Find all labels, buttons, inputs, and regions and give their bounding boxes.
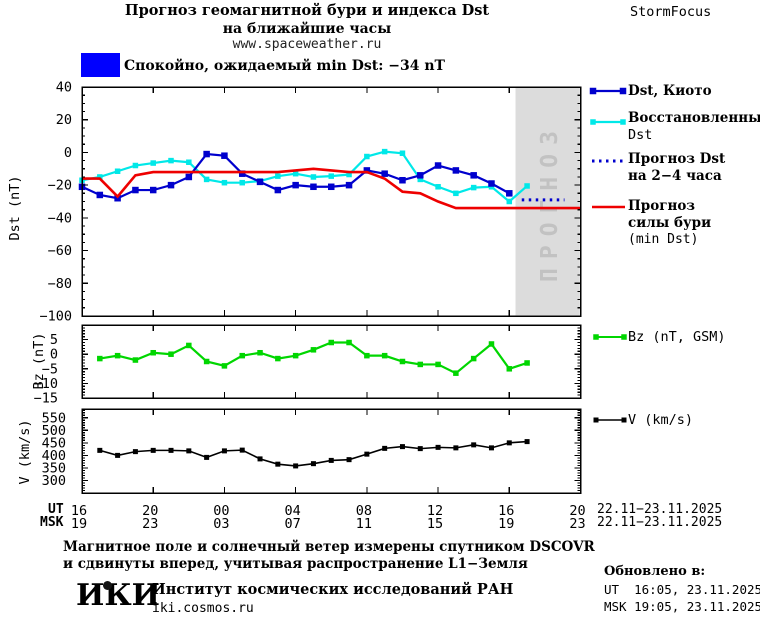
ut-tick-label: 08 xyxy=(355,503,372,519)
y-axis-title-bz: Bz (nT) xyxy=(31,333,47,390)
website-link: www.spaceweather.ru xyxy=(232,37,382,52)
date-range-ut: 22.11−23.11.2025 xyxy=(597,502,723,517)
iki-logo-ball-icon xyxy=(103,581,112,590)
y-tick-label: −100 xyxy=(39,309,72,325)
date-range-msk: 22.11−23.11.2025 xyxy=(597,515,723,530)
legend-bz-label: Bz (nT, GSM) xyxy=(628,329,726,345)
y-tick-label: 550 xyxy=(42,410,66,426)
y-tick-label: −40 xyxy=(48,210,72,226)
y-tick-label: 0 xyxy=(50,347,58,363)
footer-note-2: и сдвинуты вперед, учитывая распростране… xyxy=(63,556,528,572)
forecast-band xyxy=(515,87,580,316)
legend-v-label: V (km/s) xyxy=(628,412,694,428)
series-v xyxy=(97,439,530,469)
msk-tick-label: 23 xyxy=(569,516,586,532)
y-tick-label: −80 xyxy=(48,276,72,292)
status-label: Спокойно, ожидаемый min Dst: −34 nT xyxy=(124,58,445,74)
msk-tick-label: 07 xyxy=(284,516,301,532)
y-tick-label: 450 xyxy=(42,435,66,451)
x-ticks-bz xyxy=(81,325,582,398)
legend-restored-label-2: Dst xyxy=(628,127,653,143)
msk-tick-label: 11 xyxy=(355,516,372,532)
forecast-band-label: ПРОГНОЗ xyxy=(537,122,563,282)
series-storm_forecast xyxy=(82,167,581,210)
y-tick-label: −60 xyxy=(48,243,72,259)
legend-forecast-dst-label-2: на 2−4 часа xyxy=(628,168,722,184)
ut-tick-label: 12 xyxy=(426,503,444,519)
y-tick-label: 400 xyxy=(42,448,66,464)
page-title: Прогноз геомагнитной бури и индекса Dst xyxy=(124,2,490,19)
y-tick-label: −5 xyxy=(42,361,58,377)
msk-tick-label: 15 xyxy=(426,516,444,532)
ut-row-label: UT xyxy=(48,502,64,517)
msk-row-label: MSK xyxy=(40,515,64,530)
updated-title: Обновлено в: xyxy=(604,564,706,579)
footer-note-1: Магнитное поле и солнечный ветер измерен… xyxy=(63,539,595,555)
y-tick-label: 300 xyxy=(42,473,66,489)
page-subtitle: на ближайшие часы xyxy=(222,21,392,37)
brand-label: StormFocus xyxy=(630,4,712,20)
institute-name: Институт космических исследований РАН xyxy=(152,581,514,598)
y-tick-label: −20 xyxy=(48,178,72,194)
panel-bz: 50−5−10−15 xyxy=(34,324,582,407)
y-ticks-v xyxy=(82,409,581,494)
updated-ut: UT 16:05, 23.11.2025 xyxy=(604,582,760,597)
ut-tick-label: 20 xyxy=(569,503,586,519)
x-ticks-dst xyxy=(81,87,582,316)
msk-tick-label: 19 xyxy=(498,516,515,532)
y-tick-label: 5 xyxy=(50,332,58,348)
legend-kyoto-label: Dst, Киото xyxy=(628,83,712,99)
series-restored xyxy=(79,148,530,205)
ut-tick-label: 16 xyxy=(498,503,515,519)
msk-tick-label: 23 xyxy=(142,516,159,532)
y-tick-label: −15 xyxy=(34,391,58,407)
y-tick-label: 20 xyxy=(56,112,72,128)
panel-dst: 40 20 0 −20 −40 −60 −80 −100 xyxy=(39,80,582,325)
msk-tick-label: 19 xyxy=(70,516,88,532)
institute-site-link: iki.cosmos.ru xyxy=(152,601,254,616)
legend-forecast-dst-label-1: Прогноз Dst xyxy=(628,151,726,167)
y-tick-label: −10 xyxy=(34,376,58,392)
ut-tick-label: 16 xyxy=(70,503,88,519)
series-bz xyxy=(97,339,530,376)
legend-storm-label-3: (min Dst) xyxy=(628,232,699,247)
legend-storm-label-2: силы бури xyxy=(628,215,712,231)
legend-storm-label-1: Прогноз xyxy=(628,198,695,214)
ut-tick-label: 20 xyxy=(142,503,159,519)
y-axis-title-dst: Dst (nT) xyxy=(7,175,23,240)
legend-restored-label-1: Восстановленный xyxy=(628,110,760,126)
y-ticks-bz xyxy=(82,324,581,399)
ut-tick-label: 00 xyxy=(213,503,230,519)
status-swatch xyxy=(81,53,120,77)
y-tick-label: 500 xyxy=(42,423,66,439)
iki-logo: ИКИ xyxy=(76,578,160,613)
y-ticks-dst xyxy=(82,86,581,317)
x-ticks-v xyxy=(81,409,582,493)
updated-msk: MSK 19:05, 23.11.2025 xyxy=(604,599,760,614)
legend-markers xyxy=(589,87,627,423)
y-tick-label: 40 xyxy=(56,80,72,96)
ut-tick-label: 04 xyxy=(284,503,301,519)
y-axis-title-v: V (km/s) xyxy=(17,419,33,484)
msk-tick-label: 03 xyxy=(213,516,230,532)
y-tick-label: 0 xyxy=(64,145,72,161)
y-tick-label: 350 xyxy=(42,460,66,476)
